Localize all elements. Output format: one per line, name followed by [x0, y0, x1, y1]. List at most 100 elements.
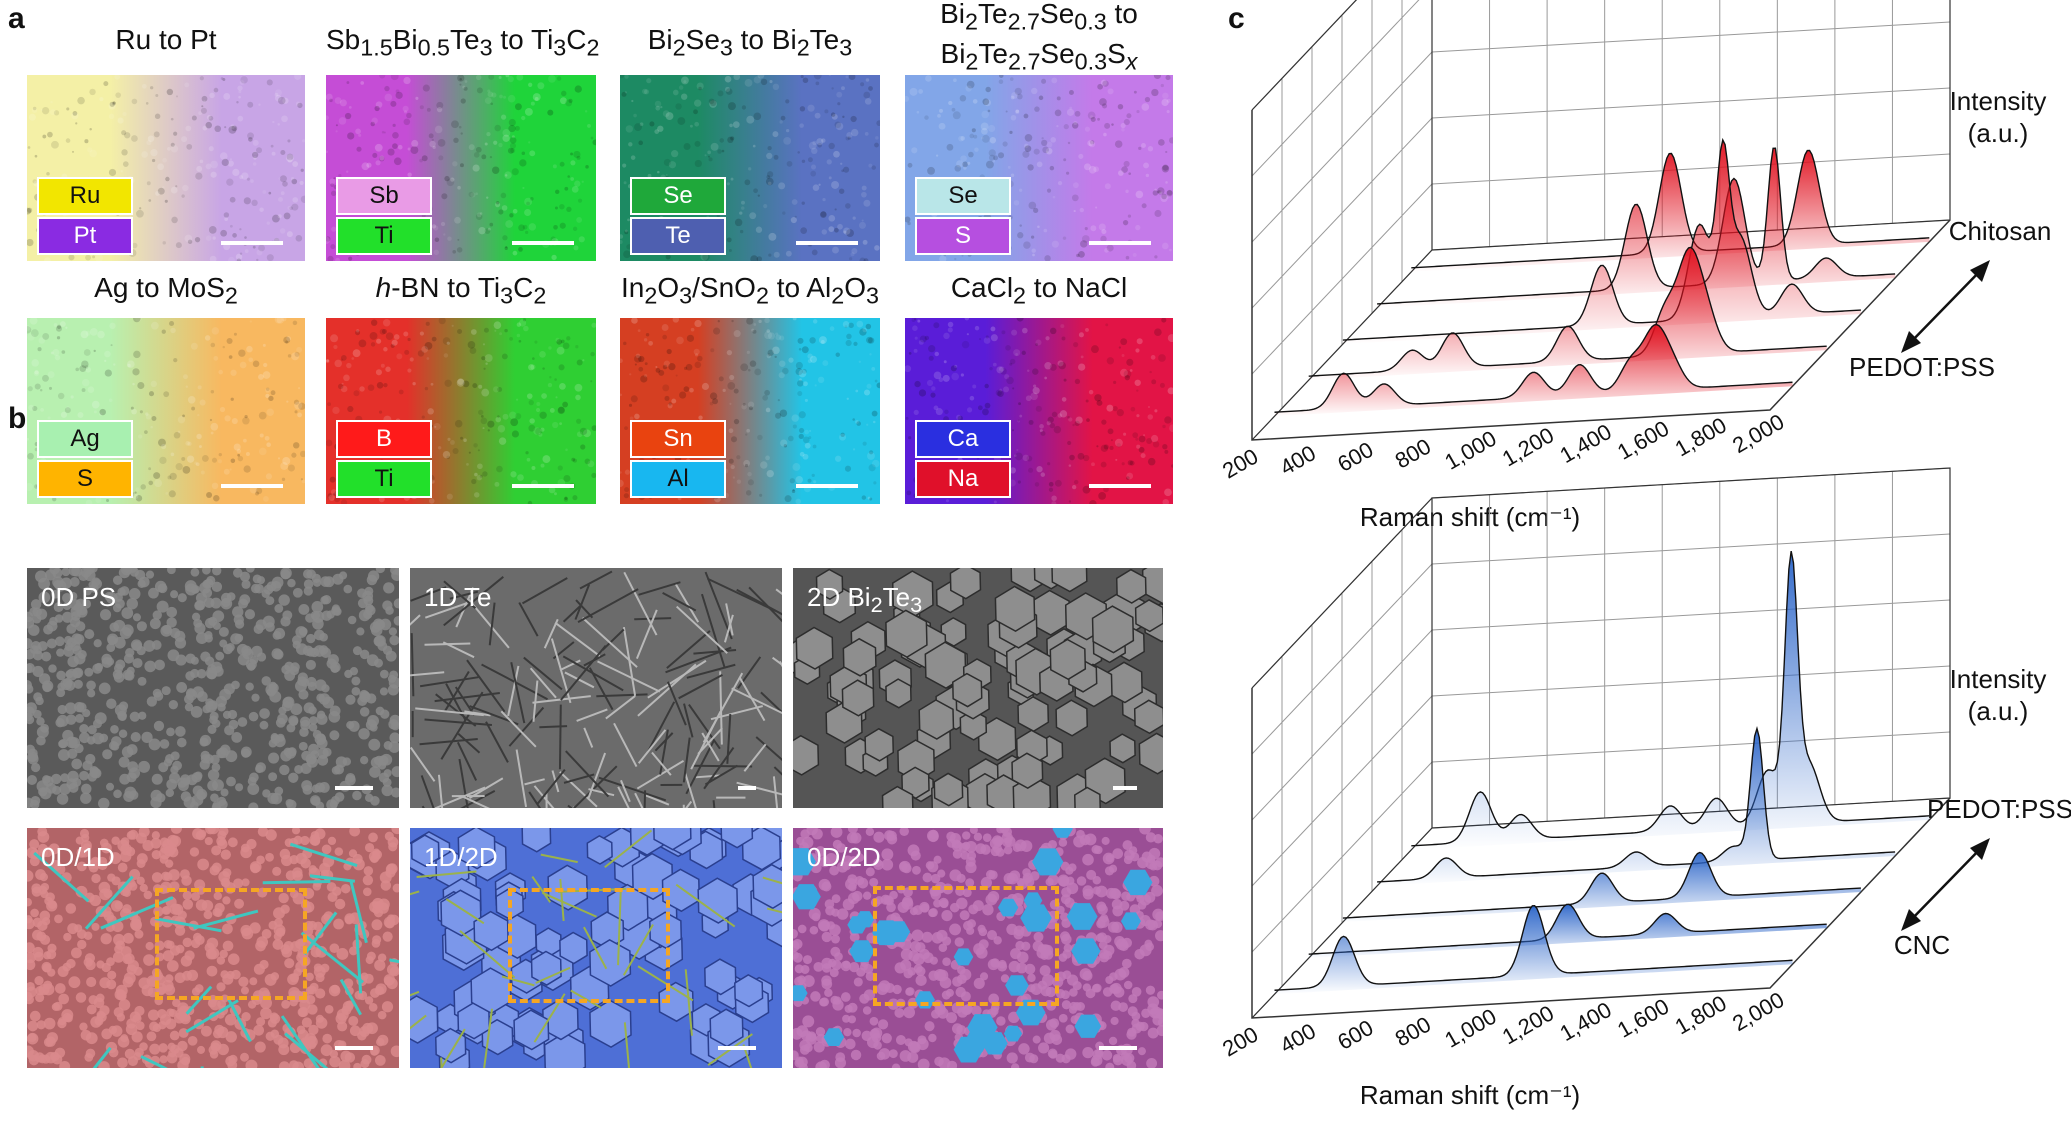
x-tick-label: 1,600 [1613, 416, 1673, 465]
scale-bar [1099, 1046, 1137, 1050]
depth-arrowhead [1901, 909, 1921, 931]
grid-line [1251, 51, 1433, 243]
grid-line [1251, 629, 1433, 821]
grid-line [1431, 219, 1951, 251]
spectrum-fill [1308, 247, 1827, 381]
x-tick-label: 800 [1391, 433, 1435, 473]
composition-map: Ag S [27, 318, 305, 504]
x-tick-label: 600 [1333, 1015, 1377, 1055]
scale-bar [335, 1046, 373, 1050]
intensity-axis-label: Intensity (a.u.) [1950, 86, 2047, 148]
axis-frame [1251, 110, 1951, 441]
map-title: Sb1.5Bi0.5Te3 to Ti3C2 [326, 24, 600, 61]
spectrum-line [1274, 323, 1793, 413]
sem-image: 1D Te [410, 568, 782, 808]
grid-line [1251, 695, 1433, 887]
depth-arrowhead [1970, 838, 1990, 860]
spectrum-line [1308, 246, 1827, 377]
composition-map: Ru Pt [27, 75, 305, 261]
spectrum-fill [1308, 904, 1827, 959]
depth-label-front: PEDOT:PSS [1849, 352, 1995, 382]
spectrum-fill [1377, 728, 1896, 886]
spectrum-line [1411, 149, 1930, 269]
grid-line [1251, 117, 1433, 309]
sem-image: 1D/2D [410, 828, 782, 1068]
element-legend-tag: Se [630, 177, 726, 215]
scale-bar [221, 484, 283, 488]
x-tick-label: 1,200 [1498, 422, 1558, 471]
map-title: h-BN to Ti3C2 [375, 272, 547, 309]
composition-map: Se Te [620, 75, 880, 261]
element-legend-tag: S [37, 460, 133, 498]
spectrum-line [1411, 550, 1930, 847]
grid-line [1431, 533, 1951, 565]
grid-line [1431, 467, 1951, 499]
grid-line [1251, 0, 1357, 111]
sem-image-label: 0D/2D [807, 842, 881, 872]
element-legend-tag: Ti [336, 217, 432, 255]
depth-label-back: Chitosan [1949, 216, 2052, 246]
x-tick-label: 1,400 [1555, 997, 1615, 1046]
spectrum-fill [1411, 150, 1930, 272]
x-tick-label: 1,600 [1613, 994, 1673, 1043]
composition-map: Se S [905, 75, 1173, 261]
scale-bar [738, 786, 756, 790]
x-tick-label: 1,800 [1671, 990, 1731, 1039]
x-tick-label: 400 [1276, 440, 1320, 480]
element-legend-tag: Al [630, 460, 726, 498]
depth-arrow [1907, 267, 1984, 346]
composition-map: Sn Al [620, 318, 880, 504]
map-title: CaCl2 to NaCl [950, 272, 1128, 309]
intensity-axis-label: Intensity (a.u.) [1950, 664, 2047, 726]
x-axis-label: Raman shift (cm⁻¹) [1360, 1080, 1580, 1110]
composition-map: B Ti [326, 318, 596, 504]
x-tick-label: 1,400 [1555, 419, 1615, 468]
zoom-region-box [508, 888, 670, 1003]
x-tick-label: 2,000 [1728, 987, 1788, 1036]
element-legend-tag: B [336, 420, 432, 458]
depth-label-back: PEDOT:PSS [1927, 794, 2071, 824]
element-legend-tag: Na [915, 460, 1011, 498]
sem-image: 0D/2D [793, 828, 1163, 1068]
depth-label-front: CNC [1894, 930, 1950, 960]
scale-bar [335, 786, 373, 790]
sem-image-label: 1D Te [424, 582, 492, 612]
x-tick-label: 1,200 [1498, 1000, 1558, 1049]
sem-image: 0D PS [27, 568, 399, 808]
sem-image-label: 0D/1D [41, 842, 115, 872]
element-legend-tag: Te [630, 217, 726, 255]
element-legend-tag: Sn [630, 420, 726, 458]
map-title: In2O3/SnO2 to Al2O3 [621, 272, 879, 309]
scale-bar [1089, 241, 1151, 245]
grid-line [1251, 183, 1433, 375]
spectrum-line [1377, 147, 1896, 305]
axis-frame [1251, 0, 1358, 111]
zoom-region-box [155, 888, 307, 1000]
map-title: Ru to Pt [115, 24, 217, 55]
x-tick-label: 1,800 [1671, 412, 1731, 461]
element-legend-tag: Ca [915, 420, 1011, 458]
element-legend-tag: Ti [336, 460, 432, 498]
sem-image: 0D/1D [27, 828, 399, 1068]
axis-frame [1251, 0, 1951, 441]
scale-bar [1113, 786, 1137, 790]
sem-image-label: 0D PS [41, 582, 117, 612]
spectrum-fill [1411, 551, 1930, 850]
element-legend-tag: Sb [336, 177, 432, 215]
grid-line [1251, 827, 1433, 1019]
panel-label-b: b [8, 402, 27, 435]
scale-bar [796, 484, 858, 488]
spectrum-fill [1274, 905, 1793, 995]
zoom-region-box [873, 886, 1059, 1006]
element-legend-tag: S [915, 217, 1011, 255]
sem-image-label: 1D/2D [424, 842, 498, 872]
spectrum-line [1342, 851, 1861, 919]
spectrum-fill [1342, 140, 1861, 345]
grid-line [1251, 249, 1433, 441]
x-tick-label: 800 [1391, 1011, 1435, 1051]
grid-line [1431, 21, 1951, 53]
panel-label-a: a [8, 2, 25, 35]
spectrum-fill [1342, 852, 1861, 923]
scale-bar [512, 484, 574, 488]
scale-bar [221, 241, 283, 245]
